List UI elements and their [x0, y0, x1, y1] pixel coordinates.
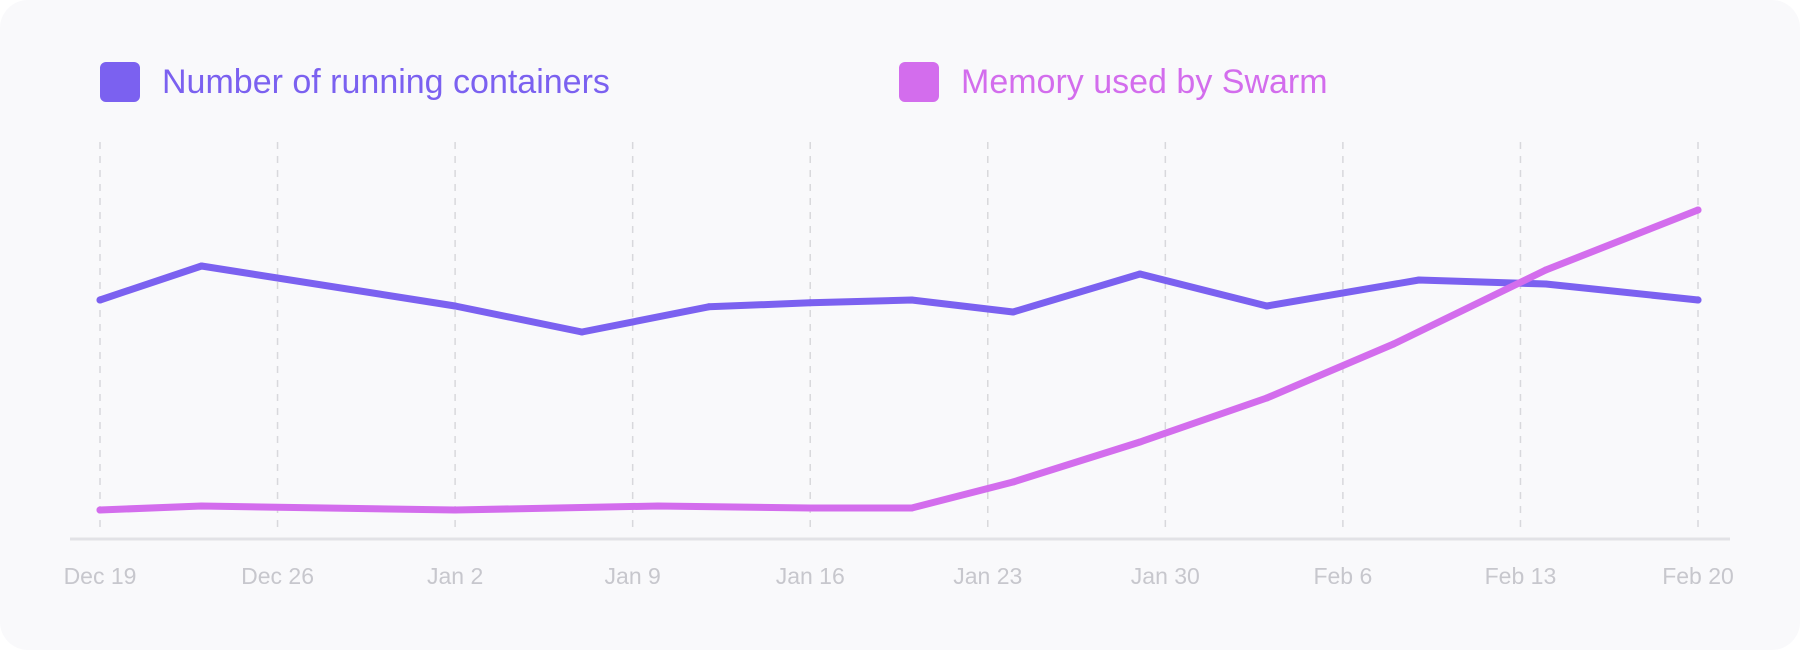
data-point-containers-6 — [908, 296, 916, 304]
x-tick-label-2: Jan 2 — [427, 563, 483, 589]
legend-item-memory[interactable]: Memory used by Swarm — [899, 60, 1328, 104]
x-tick-label-6: Jan 30 — [1131, 563, 1200, 589]
data-point-containers-1 — [198, 262, 205, 270]
data-point-memory-6 — [1009, 478, 1017, 486]
data-point-containers-11 — [1542, 280, 1550, 288]
legend-item-containers[interactable]: Number of running containers — [100, 60, 610, 104]
data-point-containers-7 — [1009, 308, 1017, 316]
data-point-memory-8 — [1263, 394, 1271, 402]
data-point-containers-3 — [578, 328, 586, 336]
x-tick-label-1: Dec 26 — [241, 563, 314, 589]
data-point-memory-10 — [1542, 266, 1550, 274]
data-point-memory-4 — [806, 504, 814, 512]
data-point-memory-1 — [198, 502, 205, 510]
data-point-containers-5 — [806, 299, 814, 307]
series-line-memory — [96, 206, 1702, 514]
legend-label-containers: Number of running containers — [162, 63, 610, 101]
data-point-containers-0 — [96, 296, 104, 304]
x-tick-label-0: Dec 19 — [64, 563, 137, 589]
legend-swatch-memory — [899, 62, 939, 102]
data-point-containers-9 — [1263, 302, 1271, 310]
legend-label-memory: Memory used by Swarm — [961, 63, 1328, 101]
data-point-memory-5 — [908, 504, 916, 512]
data-point-memory-2 — [451, 506, 459, 514]
legend-swatch-containers — [100, 62, 140, 102]
x-tick-label-4: Jan 16 — [776, 563, 845, 589]
data-point-memory-3 — [654, 502, 662, 510]
data-point-memory-9 — [1390, 340, 1398, 348]
x-tick-label-3: Jan 9 — [605, 563, 661, 589]
data-point-memory-7 — [1136, 438, 1144, 446]
x-tick-label-5: Jan 23 — [953, 563, 1022, 589]
x-tick-label-8: Feb 13 — [1485, 563, 1557, 589]
x-tick-label-7: Feb 6 — [1313, 563, 1372, 589]
x-tick-label-9: Feb 20 — [1662, 563, 1734, 589]
series-line-containers — [96, 262, 1702, 336]
data-point-containers-8 — [1136, 270, 1144, 278]
data-point-memory-0 — [96, 506, 104, 514]
data-point-containers-12 — [1694, 296, 1702, 304]
data-point-containers-4 — [705, 303, 713, 311]
data-point-containers-10 — [1415, 276, 1423, 284]
data-point-containers-2 — [451, 302, 459, 310]
data-point-memory-11 — [1694, 206, 1702, 214]
